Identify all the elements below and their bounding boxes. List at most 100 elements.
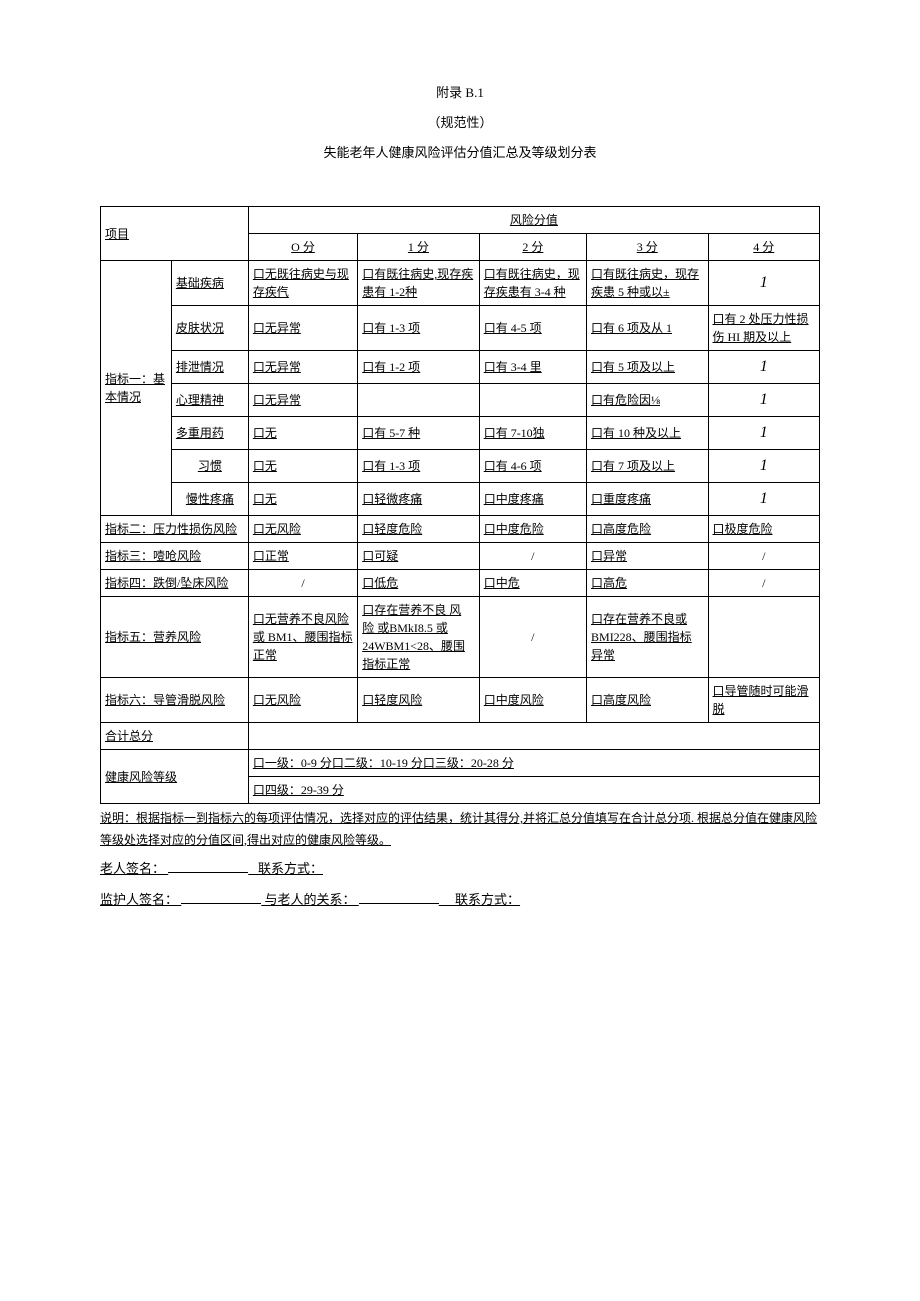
- cell: 口有 1-2 项: [358, 351, 480, 384]
- cell: 口有既往病史，现存疾患有 3-4 种: [479, 261, 586, 306]
- cell: 口有 1-3 项: [358, 450, 480, 483]
- guardian-name-label: 监护人签名：: [100, 892, 178, 907]
- cell: 口异常: [587, 543, 709, 570]
- row-name: 多重用药: [171, 417, 248, 450]
- row-name: 皮肤状况: [171, 306, 248, 351]
- cell: 口有 5-7 种: [358, 417, 480, 450]
- contact1-label: 联系方式：: [258, 861, 323, 876]
- relation-label: 与老人的关系：: [265, 892, 356, 907]
- cell: 1: [708, 261, 819, 306]
- cell: 口中度疼痛: [479, 483, 586, 516]
- cell: 口高危: [587, 570, 709, 597]
- cell: 口无营养不良风险或 BM1、腰围指标正常: [248, 597, 357, 678]
- cell: 口可疑: [358, 543, 480, 570]
- cell: 口无异常: [248, 306, 357, 351]
- cell: 口正常: [248, 543, 357, 570]
- cell: 口无: [248, 483, 357, 516]
- cell: 口有 7-10独: [479, 417, 586, 450]
- cell: 口低危: [358, 570, 480, 597]
- cell: 口有危险因⅛: [587, 384, 709, 417]
- cell: [358, 384, 480, 417]
- cell: 口高度危险: [587, 516, 709, 543]
- score-h-2: 2 分: [479, 234, 586, 261]
- cell: 口高度风险: [587, 678, 709, 723]
- cell: 口有 5 项及以上: [587, 351, 709, 384]
- total-value: [248, 723, 819, 750]
- cell: 1: [708, 417, 819, 450]
- indicator3-label: 指标三：噎呛风险: [101, 543, 249, 570]
- indicator5-label: 指标五：营养风险: [101, 597, 249, 678]
- cell: 口有 4-6 项: [479, 450, 586, 483]
- cell: [708, 597, 819, 678]
- risk-score-header: 风险分值: [248, 207, 819, 234]
- page-title: 失能老年人健康风险评估分值汇总及等级划分表: [100, 140, 820, 166]
- cell: 1: [708, 351, 819, 384]
- row-name: 习惯: [171, 450, 248, 483]
- cell: 口有 6 项及从 1: [587, 306, 709, 351]
- level-row2: 口四级：29-39 分: [248, 777, 819, 804]
- cell: 口存在营养不良或 BMI228、腰围指标异常: [587, 597, 709, 678]
- elder-name-label: 老人签名：: [100, 861, 165, 876]
- level-row1: 口一级：0-9 分口二级：10-19 分口三级：20-28 分: [248, 750, 819, 777]
- cell: 口无异常: [248, 351, 357, 384]
- row-name: 心理精神: [171, 384, 248, 417]
- signature-line-2: 监护人签名： 与老人的关系： 联系方式：: [100, 888, 820, 913]
- indicator2-label: 指标二：压力性损伤风险: [101, 516, 249, 543]
- cell: [479, 384, 586, 417]
- cell: 口无: [248, 450, 357, 483]
- blank: [168, 860, 248, 873]
- cell: 口有 1-3 项: [358, 306, 480, 351]
- cell: 口无: [248, 417, 357, 450]
- risk-assessment-table: 项目 风险分值 O 分 1 分 2 分 3 分 4 分 指标一：基本情况 基础疾…: [100, 206, 820, 804]
- score-h-1: 1 分: [358, 234, 480, 261]
- cell: 口无风险: [248, 678, 357, 723]
- normative-label: （规范性）: [100, 110, 820, 136]
- cell: 口中度危险: [479, 516, 586, 543]
- cell: 口有既往病史,现存疾患有 1-2种: [358, 261, 480, 306]
- level-label: 健康风险等级: [101, 750, 249, 804]
- cell: 口轻度危险: [358, 516, 480, 543]
- cell: 1: [708, 384, 819, 417]
- cell: 口轻微疼痛: [358, 483, 480, 516]
- score-h-3: 3 分: [587, 234, 709, 261]
- blank: [359, 891, 439, 904]
- score-h-0: O 分: [248, 234, 357, 261]
- cell: 口中度风险: [479, 678, 586, 723]
- row-name: 排泄情况: [171, 351, 248, 384]
- cell: /: [248, 570, 357, 597]
- cell: 口存在营养不良 风 险 或BMkI8.5 或 24WBM1<28、腰围指标正常: [358, 597, 480, 678]
- cell: 口导管随时可能滑脱: [708, 678, 819, 723]
- cell: 口无风险: [248, 516, 357, 543]
- signature-line-1: 老人签名： 联系方式：: [100, 857, 820, 882]
- row-name: 慢性疼痛: [171, 483, 248, 516]
- appendix-label: 附录 B.1: [100, 80, 820, 106]
- indicator1-label: 指标一：基本情况: [101, 261, 172, 516]
- project-header: 项目: [101, 207, 249, 261]
- cell: /: [708, 543, 819, 570]
- note-text: 说明：根据指标一到指标六的每项评估情况，选择对应的评估结果，统计其得分,并将汇总…: [100, 808, 820, 851]
- contact2-label: 联系方式：: [455, 892, 520, 907]
- indicator4-label: 指标四：跌倒/坠床风险: [101, 570, 249, 597]
- cell: 口有 2 处压力性损伤 HI 期及以上: [708, 306, 819, 351]
- cell: /: [479, 543, 586, 570]
- cell: 口无异常: [248, 384, 357, 417]
- indicator6-label: 指标六：导管滑脱风险: [101, 678, 249, 723]
- cell: 1: [708, 483, 819, 516]
- cell: 口中危: [479, 570, 586, 597]
- cell: 口有 4-5 项: [479, 306, 586, 351]
- cell: 口重度疼痛: [587, 483, 709, 516]
- title-block: 附录 B.1 （规范性） 失能老年人健康风险评估分值汇总及等级划分表: [100, 80, 820, 166]
- cell: 口轻度风险: [358, 678, 480, 723]
- cell: 口有 3-4 里: [479, 351, 586, 384]
- blank: [181, 891, 261, 904]
- cell: 口有 10 种及以上: [587, 417, 709, 450]
- cell: 口无既往病史与现存疾㐹: [248, 261, 357, 306]
- cell: /: [479, 597, 586, 678]
- score-h-4: 4 分: [708, 234, 819, 261]
- total-label: 合计总分: [101, 723, 249, 750]
- cell: 口有 7 项及以上: [587, 450, 709, 483]
- cell: 1: [708, 450, 819, 483]
- cell: 口极度危险: [708, 516, 819, 543]
- cell: 口有既往病史，现存疾患 5 种或以±: [587, 261, 709, 306]
- cell: /: [708, 570, 819, 597]
